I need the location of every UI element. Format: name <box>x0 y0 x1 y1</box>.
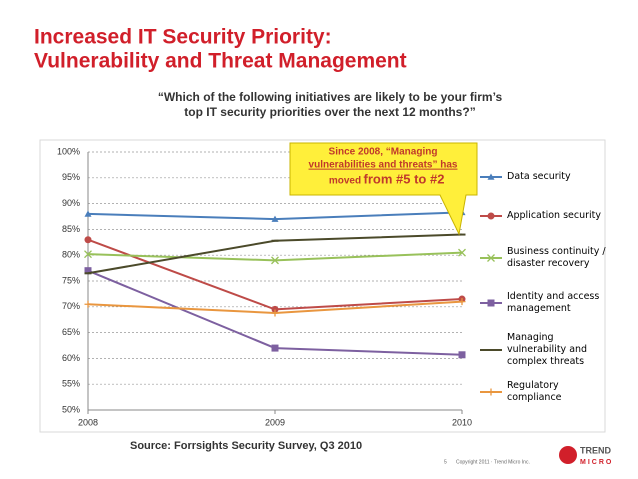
logo-mark <box>559 446 577 464</box>
marker <box>84 236 92 244</box>
marker <box>458 298 466 306</box>
y-tick-label: 80% <box>62 250 80 260</box>
legend-label: Application security <box>507 210 602 221</box>
legend-label: Identity and access management <box>507 291 600 314</box>
y-tick-label: 50% <box>62 404 80 414</box>
marker <box>271 344 279 352</box>
marker <box>271 305 279 313</box>
marker <box>84 250 92 259</box>
marker <box>458 351 466 359</box>
marker <box>458 248 466 257</box>
chart-frame <box>39 139 606 433</box>
logo: TREND <box>580 445 611 455</box>
marker <box>487 388 495 396</box>
marker <box>487 299 495 307</box>
callout <box>289 142 478 236</box>
y-tick-label: 100% <box>57 146 80 156</box>
marker <box>487 173 495 180</box>
marker <box>84 267 92 275</box>
x-tick-label: 2008 <box>78 417 98 427</box>
callout-text: from #5 to #2 <box>364 171 445 186</box>
marker <box>84 300 92 308</box>
subtitle: top IT security priorities over the next… <box>184 105 475 119</box>
x-tick-label: 2009 <box>265 417 285 427</box>
y-tick-label: 65% <box>62 327 80 337</box>
legend-label: Regulatory compliance <box>507 380 562 403</box>
plot: 50% 55% 60% 65% 70% 75% 80% 85% 90% 95% 100% 2008 20… <box>57 146 472 427</box>
series-line <box>87 251 463 262</box>
marker <box>271 256 279 265</box>
subtitle: “Which of the following initiatives are … <box>158 90 503 104</box>
legend-label: Managing vulnerability and complex threa… <box>507 332 588 367</box>
marker <box>271 309 279 317</box>
page-number: 5 <box>444 459 447 465</box>
callout-text: moved <box>329 176 361 187</box>
source: Source: Forrsights Security Survey, Q3 2… <box>130 440 362 452</box>
y-tick-label: 60% <box>62 353 80 363</box>
copyright: Copyright 2011 · Trend Micro Inc. <box>456 459 530 465</box>
callout-text: Since 2008, “Managing <box>329 147 438 158</box>
marker <box>487 212 495 220</box>
y-tick-label: 75% <box>62 275 80 285</box>
marker <box>487 254 495 262</box>
marker <box>84 210 92 217</box>
y-tick-label: 95% <box>62 172 80 182</box>
title: Increased IT Security Priority: <box>34 26 332 49</box>
title: Vulnerability and Threat Management <box>34 50 407 73</box>
marker <box>271 215 279 222</box>
x-tick-label: 2010 <box>452 417 472 427</box>
logo: MICRO <box>580 459 613 466</box>
y-tick-label: 90% <box>62 198 80 208</box>
y-tick-label: 55% <box>62 379 80 389</box>
y-tick-label: 70% <box>62 301 80 311</box>
callout-text: vulnerabilities and threats” has <box>309 160 458 171</box>
legend-label: Business continuity / disaster recovery <box>507 246 606 269</box>
legend-label: Data security <box>507 171 571 182</box>
series-line <box>87 238 463 311</box>
y-tick-label: 85% <box>62 224 80 234</box>
